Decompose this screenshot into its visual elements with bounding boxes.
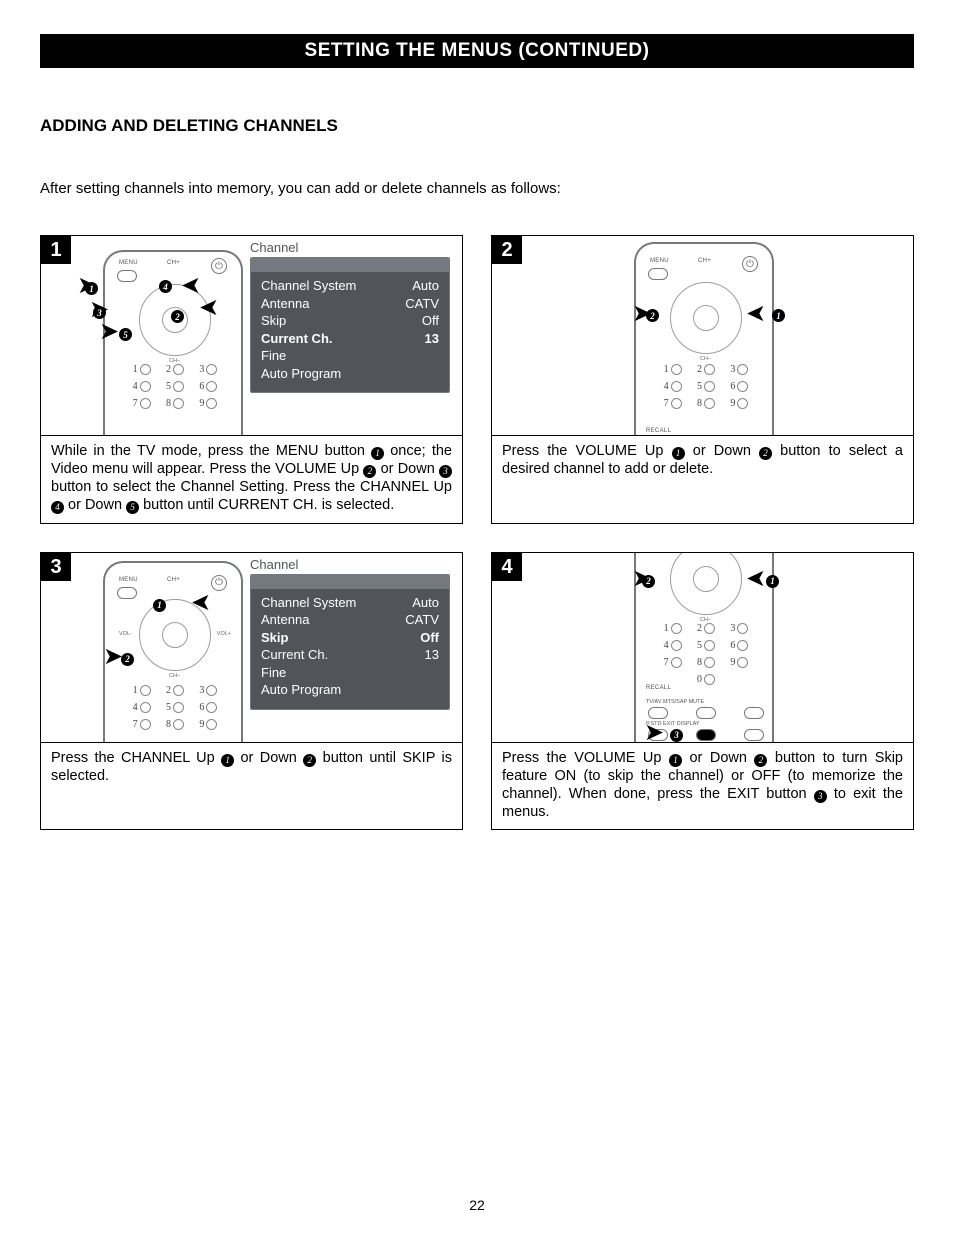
menu-button	[648, 268, 668, 280]
label-chup: CH+	[698, 258, 711, 264]
arrow-icon: ➤	[746, 302, 766, 326]
inline-callout-icon: 2	[754, 754, 767, 767]
inline-callout-icon: 2	[363, 465, 376, 478]
step-3-caption: Press the CHANNEL Up 1 or Down 2 button …	[41, 743, 462, 793]
inline-callout-icon: 3	[439, 465, 452, 478]
osd-title: Channel	[250, 240, 450, 257]
inline-callout-icon: 1	[669, 754, 682, 767]
label-recall: RECALL	[646, 428, 671, 434]
remote-diagram: MENU CH+ ⏻ CH– 1 2 3 4 5	[634, 242, 774, 436]
osd-row: Auto Program	[261, 681, 439, 699]
keypad: 1 2 3 4 5 6 7 8 9	[125, 364, 225, 409]
intro-text: After setting channels into memory, you …	[40, 180, 914, 197]
osd-row: Auto Program	[261, 365, 439, 383]
callout-4: 4	[159, 280, 172, 293]
keypad: 1 2 3 4 5 6 7 8 9 0	[656, 623, 756, 685]
osd-list-3: Channel SystemAutoAntennaCATVSkipOffCurr…	[251, 589, 449, 709]
osd-row: AntennaCATV	[261, 611, 439, 629]
osd-menu: Channel Channel SystemAutoAntennaCATVSki…	[250, 240, 450, 393]
page-number: 22	[0, 1197, 954, 1213]
step-1-panel: 1 MENU CH+ ⏻ CH– 1 2	[40, 235, 463, 524]
step-number: 4	[492, 553, 522, 581]
inline-callout-icon: 4	[51, 501, 64, 514]
step-4-panel: 4 CH– 1 2 3 4 5 6	[491, 552, 914, 831]
section-heading: ADDING AND DELETING CHANNELS	[40, 116, 914, 136]
label-recall: RECALL	[646, 685, 671, 691]
label-chup: CH+	[167, 577, 180, 583]
keypad: 1 2 3 4 5 6 7 8 9	[656, 364, 756, 409]
arrow-icon: ➤	[644, 721, 664, 743]
arrow-icon: ➤	[199, 296, 219, 320]
step-4-figure: 4 CH– 1 2 3 4 5 6	[492, 553, 913, 743]
dpad: CH–	[670, 282, 742, 354]
inline-callout-icon: 1	[371, 447, 384, 460]
callout-2: 2	[642, 575, 655, 588]
osd-row: Channel SystemAuto	[261, 277, 439, 295]
osd-row: Current Ch.13	[261, 330, 439, 348]
steps-grid: 1 MENU CH+ ⏻ CH– 1 2	[40, 235, 914, 830]
step-1-figure: 1 MENU CH+ ⏻ CH– 1 2	[41, 236, 462, 436]
osd-list-1: Channel SystemAutoAntennaCATVSkipOffCurr…	[251, 272, 449, 392]
osd-row: Fine	[261, 347, 439, 365]
inline-callout-icon: 5	[126, 501, 139, 514]
inline-callout-icon: 1	[221, 754, 234, 767]
label-chdn: CH–	[700, 356, 711, 362]
callout-2: 2	[646, 309, 659, 322]
arrow-icon: ➤	[181, 274, 201, 298]
callout-1: 1	[85, 282, 98, 295]
osd-row: Channel SystemAuto	[261, 594, 439, 612]
step-2-caption: Press the VOLUME Up 1 or Down 2 button t…	[492, 436, 913, 486]
arrow-icon: ➤	[191, 591, 211, 615]
power-icon: ⏻	[211, 575, 227, 591]
callout-2: 2	[121, 653, 134, 666]
step-3-panel: 3 MENU CH+ ⏻ VOL- VOL+ CH–	[40, 552, 463, 831]
osd-row: SkipOff	[261, 312, 439, 330]
power-icon: ⏻	[742, 256, 758, 272]
remote-diagram: MENU CH+ ⏻ CH– 1 2 3 4 5	[103, 250, 243, 436]
callout-1: 1	[772, 309, 785, 322]
callout-1: 1	[153, 599, 166, 612]
step-2-panel: 2 MENU CH+ ⏻ CH– 1 2	[491, 235, 914, 524]
inline-callout-icon: 3	[814, 790, 827, 803]
step-4-caption: Press the VOLUME Up 1 or Down 2 button t…	[492, 743, 913, 830]
arrow-icon: ➤	[103, 645, 123, 669]
inline-callout-icon: 2	[303, 754, 316, 767]
osd-row: SkipOff	[261, 629, 439, 647]
osd-menu: Channel Channel SystemAutoAntennaCATVSki…	[250, 557, 450, 710]
power-icon: ⏻	[211, 258, 227, 274]
osd-row: Fine	[261, 664, 439, 682]
dpad: CH–	[670, 553, 742, 615]
label-menu: MENU	[119, 260, 138, 266]
step-number: 1	[41, 236, 71, 264]
menu-button	[117, 587, 137, 599]
label-menu: MENU	[650, 258, 669, 264]
arrow-icon: ➤	[99, 320, 119, 344]
osd-title: Channel	[250, 557, 450, 574]
row-labels-a: TV/AV MTS/SAP MUTE	[646, 699, 766, 705]
callout-5: 5	[119, 328, 132, 341]
menu-button	[117, 270, 137, 282]
callout-1: 1	[766, 575, 779, 588]
keypad: 1 2 3 4 5 6 7 8 9	[125, 685, 225, 730]
page-title-bar: SETTING THE MENUS (CONTINUED)	[40, 34, 914, 68]
osd-row: AntennaCATV	[261, 295, 439, 313]
step-number: 2	[492, 236, 522, 264]
label-volr: VOL+	[217, 631, 231, 637]
label-chup: CH+	[167, 260, 180, 266]
step-number: 3	[41, 553, 71, 581]
label-menu: MENU	[119, 577, 138, 583]
step-2-figure: 2 MENU CH+ ⏻ CH– 1 2	[492, 236, 913, 436]
step-3-figure: 3 MENU CH+ ⏻ VOL- VOL+ CH–	[41, 553, 462, 743]
inline-callout-icon: 2	[759, 447, 772, 460]
arrow-icon: ➤	[746, 567, 766, 591]
label-chdn: CH–	[169, 673, 180, 679]
osd-row: Current Ch.13	[261, 646, 439, 664]
step-1-caption: While in the TV mode, press the MENU but…	[41, 436, 462, 523]
label-voll: VOL-	[119, 631, 132, 637]
inline-callout-icon: 1	[672, 447, 685, 460]
remote-diagram: MENU CH+ ⏻ VOL- VOL+ CH– 1 2	[103, 561, 243, 743]
callout-3: 3	[670, 729, 683, 742]
callout-2: 2	[171, 310, 184, 323]
